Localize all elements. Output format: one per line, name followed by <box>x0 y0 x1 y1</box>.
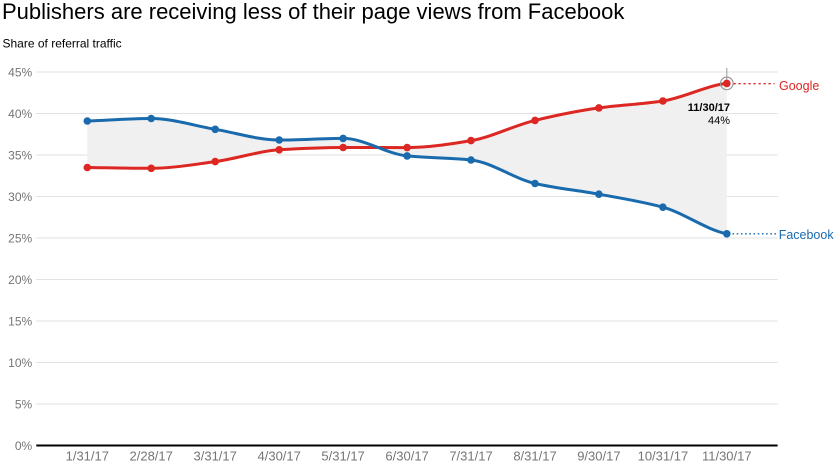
svg-text:2/28/17: 2/28/17 <box>130 448 173 463</box>
svg-text:5%: 5% <box>15 397 33 411</box>
svg-text:15%: 15% <box>8 314 32 328</box>
svg-text:Publishers are receiving less: Publishers are receiving less of their p… <box>2 0 625 24</box>
svg-text:8/31/17: 8/31/17 <box>513 448 556 463</box>
svg-text:Google: Google <box>779 79 819 93</box>
svg-text:Share of referral traffic: Share of referral traffic <box>3 37 122 51</box>
svg-text:44%: 44% <box>708 115 730 127</box>
svg-text:7/31/17: 7/31/17 <box>449 448 492 463</box>
svg-text:35%: 35% <box>8 148 32 162</box>
svg-text:0%: 0% <box>15 439 33 453</box>
svg-text:11/30/17: 11/30/17 <box>702 448 752 463</box>
svg-text:10/31/17: 10/31/17 <box>638 448 689 463</box>
svg-text:6/30/17: 6/30/17 <box>385 448 428 463</box>
svg-text:11/30/17: 11/30/17 <box>688 102 730 114</box>
svg-text:30%: 30% <box>8 190 32 204</box>
svg-text:9/30/17: 9/30/17 <box>577 448 620 463</box>
svg-text:5/31/17: 5/31/17 <box>321 448 364 463</box>
svg-text:4/30/17: 4/30/17 <box>258 448 301 463</box>
svg-text:3/31/17: 3/31/17 <box>194 448 237 463</box>
svg-text:10%: 10% <box>8 356 32 370</box>
svg-text:25%: 25% <box>8 231 32 245</box>
svg-text:45%: 45% <box>8 65 32 79</box>
svg-text:1/31/17: 1/31/17 <box>66 448 109 463</box>
svg-text:40%: 40% <box>8 107 32 121</box>
svg-text:Facebook: Facebook <box>779 228 835 242</box>
svg-text:20%: 20% <box>8 273 32 287</box>
